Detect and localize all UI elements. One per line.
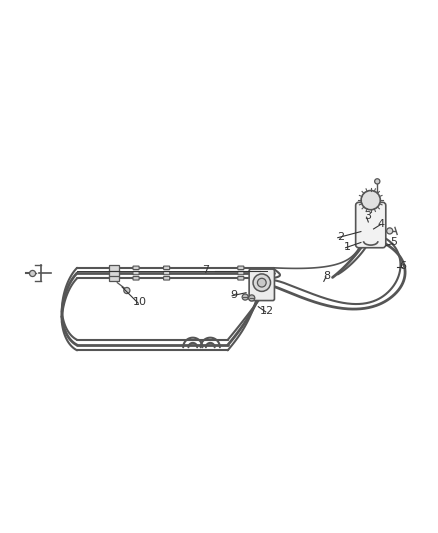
- FancyBboxPatch shape: [238, 271, 244, 275]
- Circle shape: [249, 295, 255, 301]
- FancyBboxPatch shape: [238, 266, 244, 270]
- Circle shape: [374, 179, 380, 184]
- FancyBboxPatch shape: [238, 277, 244, 280]
- FancyBboxPatch shape: [163, 266, 170, 270]
- FancyBboxPatch shape: [110, 265, 119, 271]
- Text: 7: 7: [202, 265, 209, 275]
- FancyBboxPatch shape: [163, 271, 170, 275]
- Text: 8: 8: [324, 271, 331, 281]
- Circle shape: [124, 287, 130, 294]
- Text: 3: 3: [364, 211, 371, 221]
- Circle shape: [29, 270, 35, 277]
- FancyBboxPatch shape: [133, 271, 139, 275]
- FancyBboxPatch shape: [110, 270, 119, 276]
- Circle shape: [258, 278, 266, 287]
- Circle shape: [361, 190, 380, 210]
- FancyBboxPatch shape: [356, 203, 386, 248]
- Text: 9: 9: [231, 290, 238, 300]
- FancyBboxPatch shape: [133, 266, 139, 270]
- Text: 5: 5: [390, 238, 397, 247]
- Text: 1: 1: [344, 242, 351, 252]
- Circle shape: [242, 294, 248, 300]
- FancyBboxPatch shape: [163, 277, 170, 280]
- Circle shape: [253, 274, 271, 292]
- Text: 6: 6: [399, 261, 406, 271]
- Circle shape: [387, 228, 393, 234]
- FancyBboxPatch shape: [133, 277, 139, 280]
- Text: 12: 12: [260, 306, 274, 316]
- Text: 10: 10: [133, 297, 147, 308]
- Text: 2: 2: [337, 232, 344, 242]
- FancyBboxPatch shape: [110, 275, 119, 281]
- FancyBboxPatch shape: [249, 269, 275, 301]
- Text: 4: 4: [378, 219, 385, 229]
